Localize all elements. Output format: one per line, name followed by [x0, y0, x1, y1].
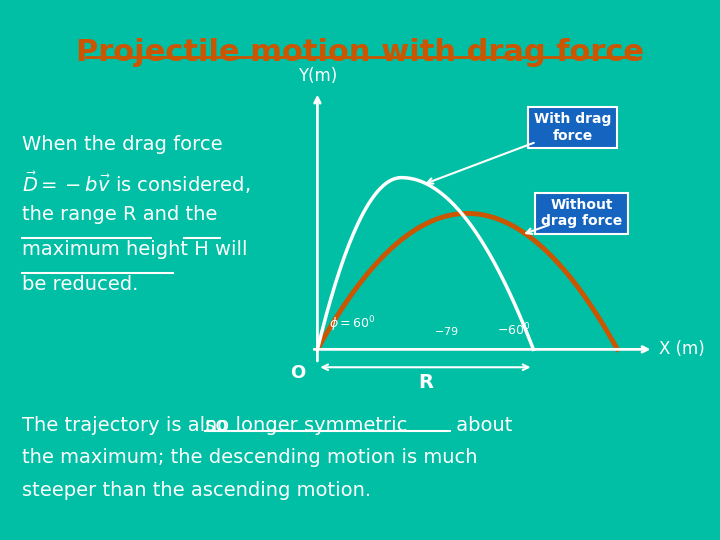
Text: Y(m): Y(m): [298, 66, 337, 85]
Text: maximum height H will: maximum height H will: [22, 240, 247, 259]
Text: Without
drag force: Without drag force: [541, 198, 622, 228]
Text: $-60^0$: $-60^0$: [498, 321, 531, 338]
Text: Projectile motion with drag force: Projectile motion with drag force: [76, 38, 644, 67]
Text: steeper than the ascending motion.: steeper than the ascending motion.: [22, 481, 371, 500]
Text: $\phi = 60^0$: $\phi = 60^0$: [329, 314, 376, 334]
Text: $\vec{D} = -b\vec{v}$ is considered,: $\vec{D} = -b\vec{v}$ is considered,: [22, 170, 250, 197]
Text: the maximum; the descending motion is much: the maximum; the descending motion is mu…: [22, 448, 477, 467]
Text: With drag
force: With drag force: [534, 112, 611, 143]
Text: no longer symmetric: no longer symmetric: [205, 416, 408, 435]
Text: O: O: [290, 363, 305, 382]
Text: X (m): X (m): [660, 340, 705, 359]
Text: about: about: [450, 416, 513, 435]
Text: be reduced.: be reduced.: [22, 275, 138, 294]
Text: When the drag force: When the drag force: [22, 135, 222, 154]
Text: R: R: [418, 373, 433, 392]
Text: $-79$: $-79$: [434, 325, 459, 337]
Text: The trajectory is also: The trajectory is also: [22, 416, 233, 435]
Text: the range R and the: the range R and the: [22, 205, 217, 224]
